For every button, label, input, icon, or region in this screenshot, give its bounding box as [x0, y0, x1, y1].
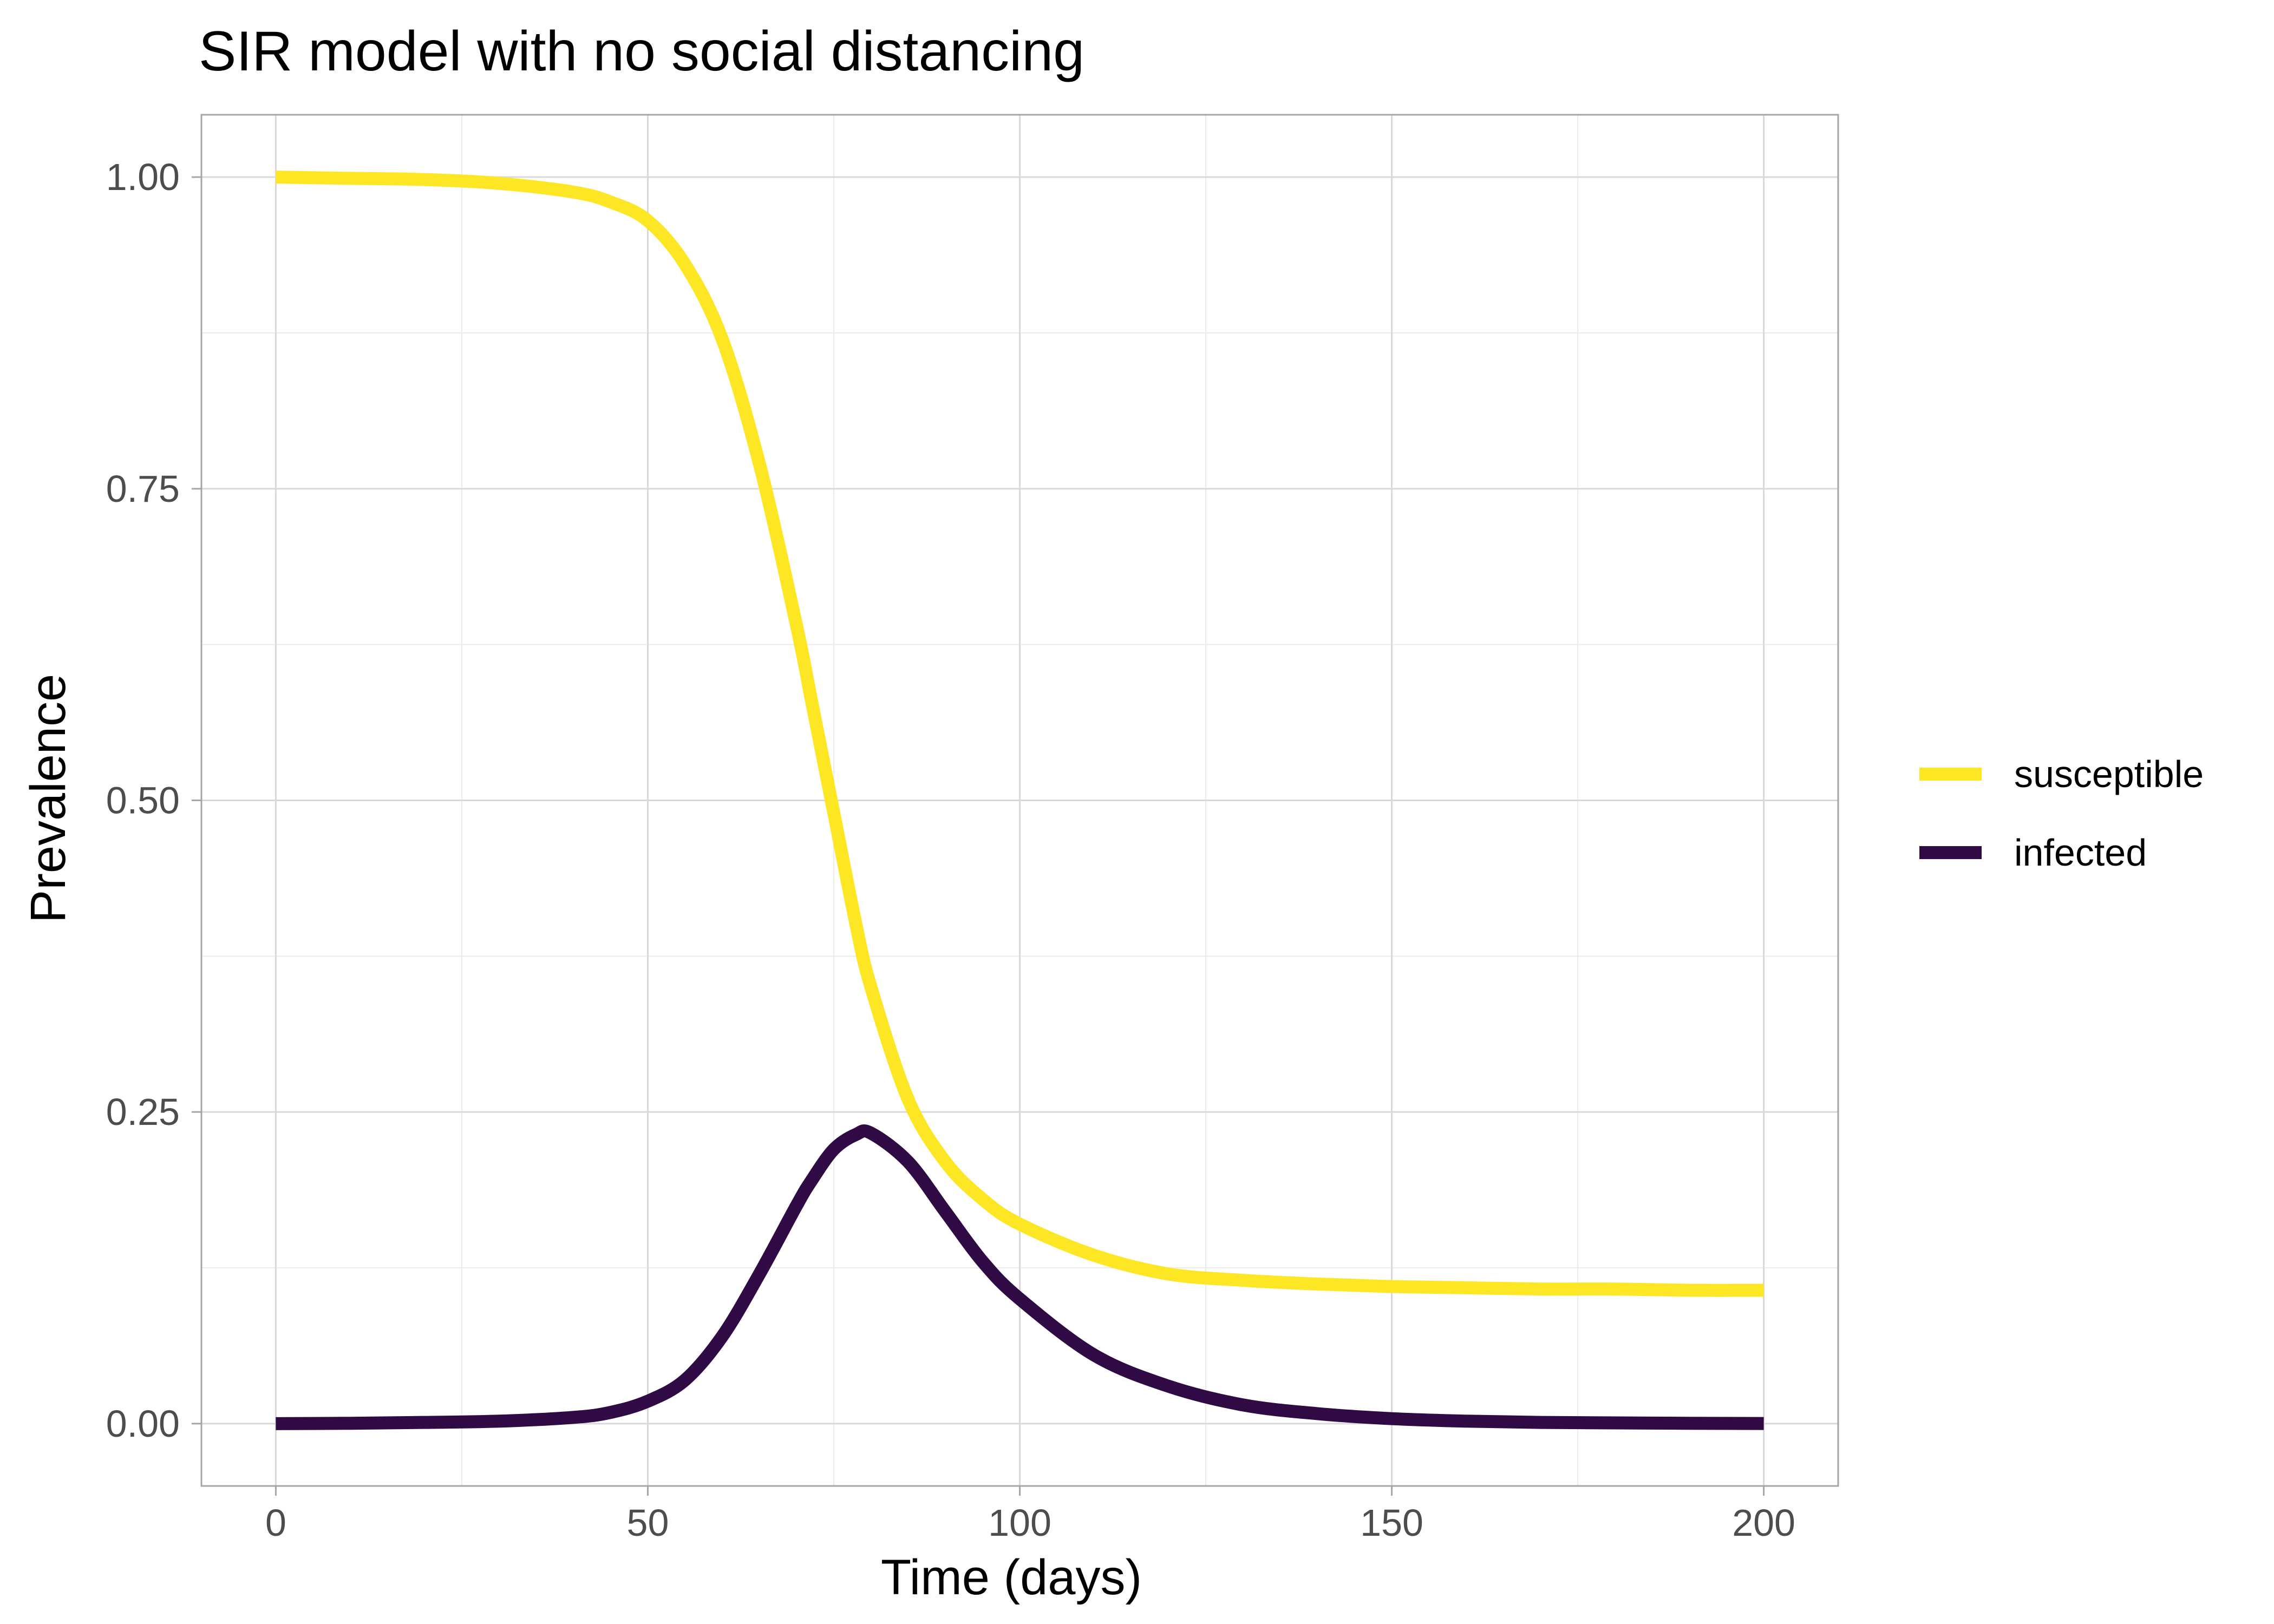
- y-tick-label: 1.00: [106, 156, 180, 198]
- series-line-infected: [276, 1124, 1764, 1430]
- legend-label-infected: infected: [2014, 831, 2147, 874]
- x-tick-label: 200: [1732, 1502, 1795, 1544]
- x-tick-label: 100: [988, 1502, 1051, 1544]
- legend: susceptible infected: [1919, 753, 2204, 874]
- y-axis-title: Prevalence: [21, 674, 76, 923]
- y-tick-label: 0.00: [106, 1403, 180, 1445]
- x-axis-tick-labels: 0 50 100 150 200: [265, 1502, 1795, 1544]
- legend-item-susceptible: susceptible: [1919, 753, 2204, 795]
- x-tick-label: 0: [265, 1502, 286, 1544]
- x-tick-label: 150: [1360, 1502, 1423, 1544]
- x-tick-label: 50: [627, 1502, 669, 1544]
- series-lines: [276, 171, 1764, 1430]
- legend-item-infected: infected: [1919, 831, 2147, 874]
- axis-ticks: [192, 176, 1765, 1496]
- y-tick-label: 0.75: [106, 468, 180, 510]
- chart-title: SIR model with no social distancing: [199, 20, 1084, 83]
- x-axis-title: Time (days): [881, 1550, 1142, 1605]
- y-tick-label: 0.50: [106, 780, 180, 822]
- legend-label-susceptible: susceptible: [2014, 753, 2204, 795]
- y-tick-label: 0.25: [106, 1091, 180, 1133]
- series-line-susceptible: [276, 171, 1764, 1297]
- y-axis-tick-labels: 0.00 0.25 0.50 0.75 1.00: [106, 156, 180, 1445]
